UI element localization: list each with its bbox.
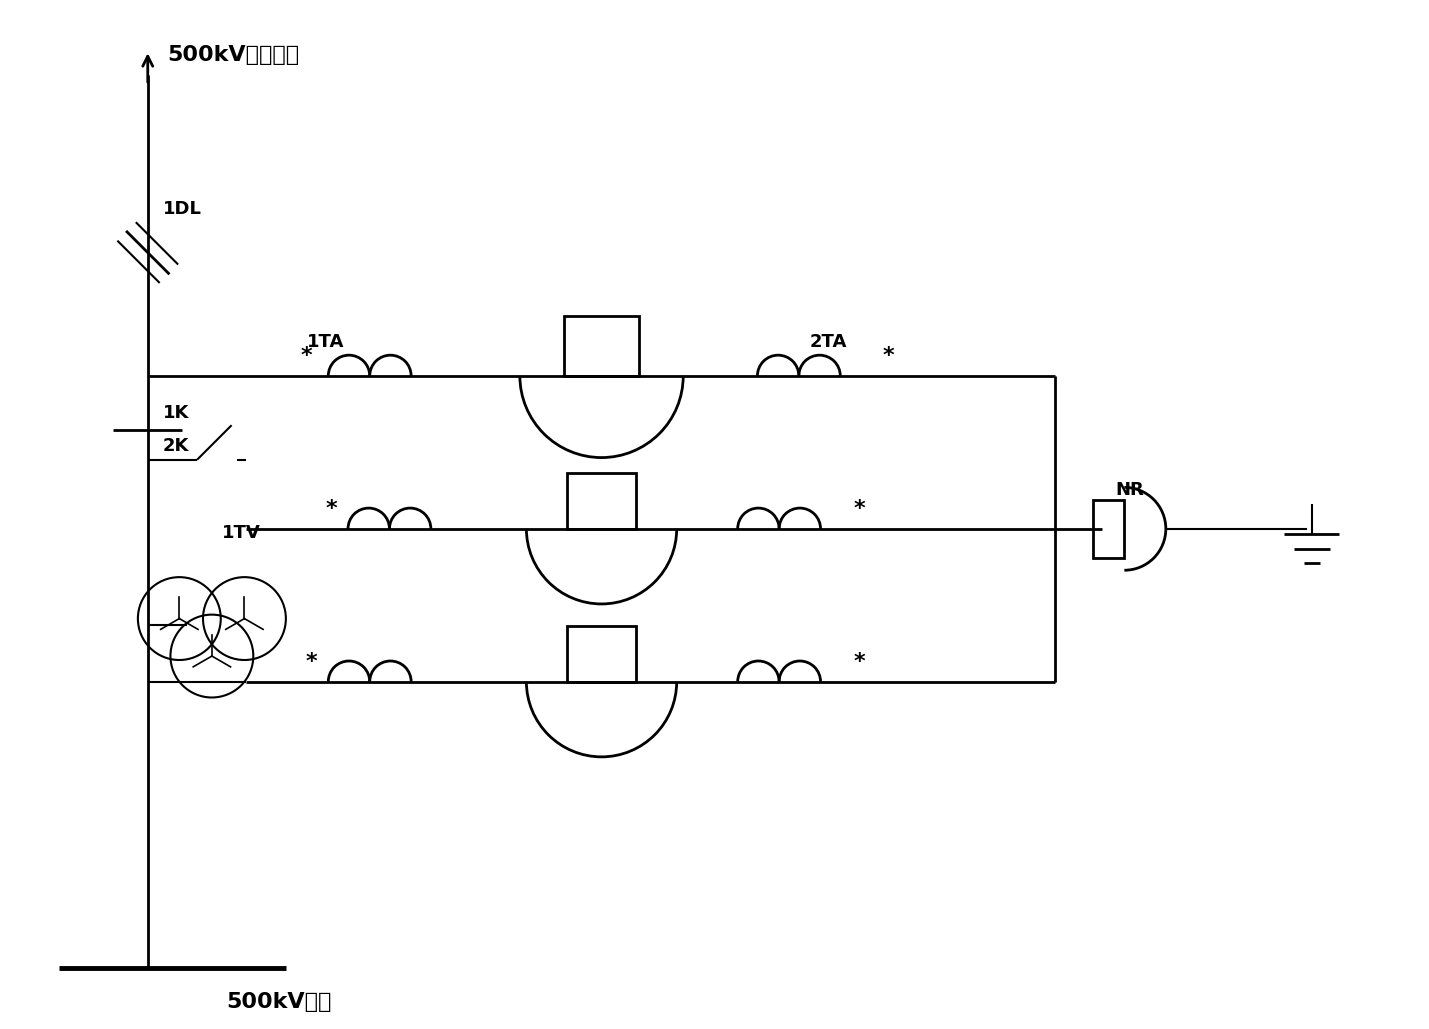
Text: 2TA: 2TA: [810, 333, 847, 351]
Text: 2K: 2K: [163, 437, 189, 455]
Text: *: *: [300, 346, 313, 366]
Text: *: *: [883, 346, 895, 366]
Text: *: *: [853, 499, 865, 519]
Text: 1DL: 1DL: [163, 200, 201, 218]
Text: *: *: [853, 651, 865, 672]
Text: 500kV母线: 500kV母线: [227, 992, 332, 1013]
Text: NR: NR: [1115, 482, 1143, 499]
Bar: [564, 316, 639, 376]
Bar: [1093, 500, 1125, 558]
Bar: [567, 627, 636, 681]
Text: *: *: [306, 651, 317, 672]
Bar: [567, 473, 636, 529]
Text: 500kV线路出线: 500kV线路出线: [167, 45, 300, 65]
Text: 1TA: 1TA: [307, 333, 344, 351]
Text: *: *: [326, 499, 337, 519]
Text: 1K: 1K: [163, 404, 189, 422]
Text: 1TV: 1TV: [221, 524, 260, 541]
